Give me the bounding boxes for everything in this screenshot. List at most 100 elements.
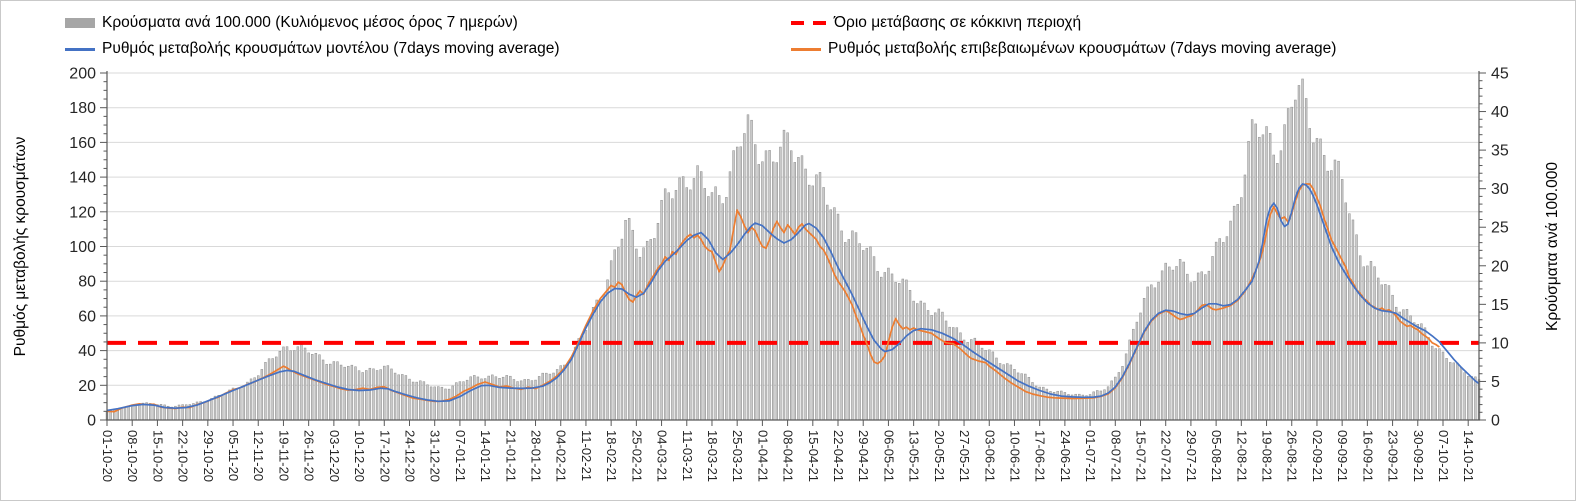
dashed-line-swatch-icon	[791, 21, 827, 25]
svg-text:60: 60	[78, 308, 96, 325]
x-tick-label: 13-05-21	[907, 430, 922, 482]
x-tick-label: 17-06-21	[1033, 430, 1048, 482]
svg-text:40: 40	[78, 343, 96, 360]
x-axis-labels: 01-10-20 08-10-20 15-10-20 22-10-20 29-10-20…	[100, 420, 1476, 482]
x-tick-label: 12-11-20	[251, 430, 266, 481]
x-tick-label: 06-05-21	[881, 430, 896, 482]
bar-swatch-icon	[65, 18, 95, 28]
x-tick-label: 25-03-21	[730, 430, 745, 482]
right-axis-title: Κρούσματα ανά 100.000	[1544, 162, 1561, 331]
legend-label: Ρυθμός μεταβολής κρουσμάτων μοντέλου (7d…	[102, 40, 560, 57]
x-tick-label: 11-03-21	[680, 430, 695, 481]
svg-text:160: 160	[69, 135, 96, 152]
legend-item-model-line: Ρυθμός μεταβολής κρουσμάτων μοντέλου (7d…	[65, 39, 560, 59]
x-tick-label: 30-09-21	[1411, 430, 1426, 482]
x-tick-label: 15-04-21	[806, 430, 821, 482]
x-tick-label: 17-12-20	[377, 430, 392, 482]
x-tick-label: 22-10-20	[176, 430, 191, 482]
left-axis: 0 20 40 60 80 100 120 140 160 180 200	[69, 66, 107, 430]
chart-legend: Κρούσματα ανά 100.000 (Κυλιόμενος μέσος …	[1, 1, 1575, 65]
x-tick-label: 04-02-21	[554, 430, 569, 482]
x-tick-label: 27-05-21	[957, 430, 972, 482]
x-tick-label: 22-04-21	[831, 430, 846, 482]
svg-text:120: 120	[69, 204, 96, 221]
x-tick-label: 28-01-21	[529, 430, 544, 482]
svg-text:10: 10	[1491, 335, 1509, 352]
axes	[106, 71, 1480, 421]
svg-text:180: 180	[69, 100, 96, 117]
x-tick-label: 18-02-21	[604, 430, 619, 482]
x-tick-label: 12-08-21	[1234, 430, 1249, 482]
gridlines	[107, 72, 1479, 386]
svg-text:5: 5	[1491, 374, 1500, 391]
svg-text:40: 40	[1491, 104, 1509, 121]
right-axis: 0 5 10 15 20 25 30 35 40 45	[1479, 66, 1509, 430]
x-tick-label: 24-06-21	[1058, 430, 1073, 482]
x-tick-label: 08-07-21	[1108, 430, 1123, 482]
svg-text:25: 25	[1491, 220, 1509, 237]
svg-text:20: 20	[1491, 258, 1509, 275]
x-tick-label: 25-02-21	[629, 430, 644, 482]
x-tick-label: 11-02-21	[579, 430, 594, 481]
x-tick-label: 16-09-21	[1360, 430, 1375, 482]
x-tick-label: 08-10-20	[125, 430, 140, 482]
svg-text:0: 0	[1491, 413, 1500, 430]
x-tick-label: 14-01-21	[478, 430, 493, 482]
line-swatch-icon	[791, 47, 821, 51]
x-tick-label: 15-07-21	[1134, 430, 1149, 482]
x-tick-label: 31-12-20	[428, 430, 443, 482]
svg-text:35: 35	[1491, 143, 1509, 160]
x-tick-label: 04-03-21	[655, 430, 670, 482]
x-tick-label: 05-08-21	[1209, 430, 1224, 482]
x-tick-label: 01-04-21	[755, 430, 770, 482]
x-tick-label: 07-01-21	[453, 430, 468, 482]
x-tick-label: 19-11-20	[276, 430, 291, 481]
x-tick-label: 19-08-21	[1260, 430, 1275, 482]
svg-text:140: 140	[69, 170, 96, 187]
x-tick-label: 20-05-21	[932, 430, 947, 482]
x-tick-label: 05-11-20	[226, 430, 241, 481]
legend-item-confirmed-line: Ρυθμός μεταβολής επιβεβαιωμένων κρουσμάτ…	[791, 39, 1336, 59]
x-tick-label: 29-04-21	[856, 430, 871, 482]
svg-text:80: 80	[78, 274, 96, 291]
svg-text:200: 200	[69, 66, 96, 83]
x-tick-label: 14-10-21	[1461, 430, 1476, 482]
x-tick-label: 21-01-21	[503, 430, 518, 482]
x-tick-label: 08-04-21	[781, 430, 796, 482]
x-tick-label: 01-10-20	[100, 430, 115, 482]
confirmed-cases-line	[106, 183, 1440, 413]
x-tick-label: 29-10-20	[201, 430, 216, 482]
bars-cases-per-100k	[105, 78, 1481, 421]
model-cases-line	[106, 183, 1480, 412]
legend-label: Ρυθμός μεταβολής επιβεβαιωμένων κρουσμάτ…	[828, 40, 1337, 57]
x-tick-label: 23-09-21	[1386, 430, 1401, 482]
x-tick-label: 03-06-21	[982, 430, 997, 482]
svg-text:100: 100	[69, 239, 96, 256]
x-tick-label: 01-07-21	[1083, 430, 1098, 482]
legend-item-cases-bars: Κρούσματα ανά 100.000 (Κυλιόμενος μέσος …	[65, 13, 518, 33]
x-tick-label: 26-08-21	[1285, 430, 1300, 482]
x-tick-label: 03-12-20	[327, 430, 342, 482]
legend-item-threshold: Όριο μετάβασης σε κόκκινη περιοχή	[791, 13, 1081, 33]
legend-label: Όριο μετάβασης σε κόκκινη περιοχή	[834, 14, 1082, 31]
x-tick-label: 10-12-20	[352, 430, 367, 482]
line-swatch-icon	[65, 47, 95, 51]
x-tick-label: 26-11-20	[302, 430, 317, 481]
svg-text:30: 30	[1491, 181, 1509, 198]
x-tick-label: 22-07-21	[1159, 430, 1174, 482]
svg-text:0: 0	[87, 413, 96, 430]
x-tick-label: 02-09-21	[1310, 430, 1325, 482]
x-tick-label: 18-03-21	[705, 430, 720, 482]
left-axis-title: Ρυθμός μεταβολής κρουσμάτων	[12, 136, 29, 356]
svg-text:45: 45	[1491, 66, 1509, 83]
x-tick-label: 07-10-21	[1436, 430, 1451, 482]
x-tick-label: 09-09-21	[1335, 430, 1350, 482]
legend-label: Κρούσματα ανά 100.000 (Κυλιόμενος μέσος …	[102, 14, 518, 31]
x-tick-label: 29-07-21	[1184, 430, 1199, 482]
x-tick-label: 10-06-21	[1007, 430, 1022, 482]
svg-text:20: 20	[78, 378, 96, 395]
svg-text:15: 15	[1491, 297, 1509, 314]
x-tick-label: 24-12-20	[402, 430, 417, 482]
